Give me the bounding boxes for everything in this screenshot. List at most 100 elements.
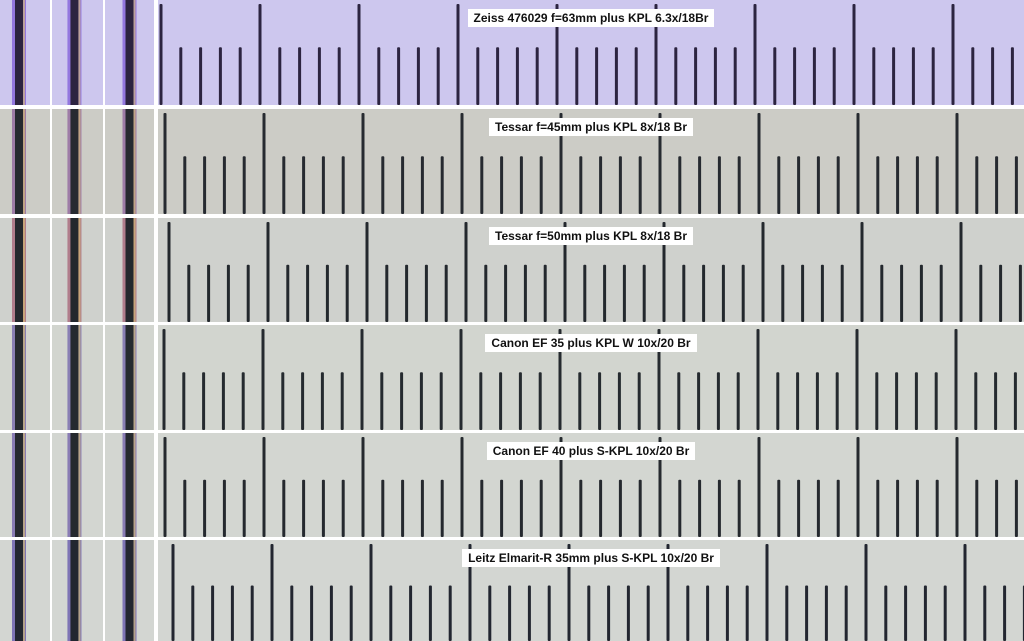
minor-tick: [836, 479, 840, 537]
minor-tick: [320, 372, 324, 430]
minor-tick: [527, 585, 531, 641]
minor-tick: [880, 264, 884, 322]
minor-tick: [646, 585, 650, 641]
major-tick: [361, 437, 365, 537]
edge-crop: [52, 325, 103, 430]
minor-tick: [221, 372, 225, 430]
minor-tick: [904, 585, 908, 641]
minor-tick: [638, 479, 642, 537]
minor-tick: [518, 372, 522, 430]
major-tick: [468, 544, 472, 641]
minor-tick: [702, 264, 706, 322]
minor-tick: [436, 47, 440, 105]
minor-tick: [595, 47, 599, 105]
major-tick: [460, 113, 464, 214]
minor-tick: [499, 372, 503, 430]
minor-tick: [500, 156, 504, 214]
minor-tick: [508, 585, 512, 641]
minor-tick: [713, 47, 717, 105]
minor-tick: [578, 372, 582, 430]
minor-tick: [401, 479, 405, 537]
minor-tick: [476, 47, 480, 105]
minor-tick: [716, 372, 720, 430]
comparison-strip: Tessar f=45mm plus KPL 8x/18 Br: [0, 109, 1024, 214]
minor-tick: [698, 156, 702, 214]
minor-tick: [409, 585, 413, 641]
minor-tick: [876, 156, 880, 214]
minor-tick: [777, 479, 781, 537]
minor-tick: [975, 479, 979, 537]
minor-tick: [480, 156, 484, 214]
minor-tick: [278, 47, 282, 105]
minor-tick: [892, 47, 896, 105]
minor-tick: [182, 372, 186, 430]
minor-tick: [325, 264, 329, 322]
minor-tick: [618, 156, 622, 214]
minor-tick: [575, 47, 579, 105]
major-tick: [951, 4, 955, 105]
minor-tick: [884, 585, 888, 641]
major-tick: [266, 222, 270, 322]
minor-tick: [226, 264, 230, 322]
minor-tick: [999, 264, 1003, 322]
minor-tick: [622, 264, 626, 322]
major-tick: [459, 329, 463, 430]
comparison-strip: Leitz Elmarit-R 35mm plus S-KPL 10x/20 B…: [0, 540, 1024, 641]
major-tick: [855, 329, 859, 430]
major-tick: [559, 113, 563, 214]
ruler-scale: [158, 218, 1024, 322]
minor-tick: [599, 479, 603, 537]
minor-tick: [796, 372, 800, 430]
major-tick: [159, 4, 163, 105]
ruler-scale: [158, 325, 1024, 430]
minor-tick: [203, 479, 207, 537]
minor-tick: [381, 479, 385, 537]
edge-crop: [52, 0, 103, 105]
minor-tick: [1013, 372, 1017, 430]
major-tick: [658, 113, 662, 214]
minor-tick: [773, 47, 777, 105]
minor-tick: [238, 47, 242, 105]
minor-tick: [994, 372, 998, 430]
minor-tick: [222, 156, 226, 214]
minor-tick: [686, 585, 690, 641]
minor-tick: [539, 156, 543, 214]
major-tick: [864, 544, 868, 641]
minor-tick: [995, 479, 999, 537]
major-tick: [270, 544, 274, 641]
minor-tick: [535, 47, 539, 105]
minor-tick: [995, 156, 999, 214]
edge-crop: [105, 218, 154, 322]
minor-tick: [919, 264, 923, 322]
minor-tick: [777, 156, 781, 214]
minor-tick: [242, 156, 246, 214]
minor-tick: [875, 372, 879, 430]
minor-tick: [583, 264, 587, 322]
minor-tick: [222, 479, 226, 537]
minor-tick: [706, 585, 710, 641]
minor-tick: [939, 264, 943, 322]
minor-tick: [539, 479, 543, 537]
minor-tick: [607, 585, 611, 641]
minor-tick: [776, 372, 780, 430]
major-tick: [563, 222, 567, 322]
minor-tick: [428, 585, 432, 641]
minor-tick: [637, 372, 641, 430]
edge-crop: [52, 433, 103, 537]
minor-tick: [736, 372, 740, 430]
minor-tick: [1018, 264, 1022, 322]
minor-tick: [682, 264, 686, 322]
minor-tick: [914, 372, 918, 430]
major-tick: [258, 4, 262, 105]
major-tick: [955, 113, 959, 214]
minor-tick: [895, 372, 899, 430]
minor-tick: [721, 264, 725, 322]
comparison-strip: Zeiss 476029 f=63mm plus KPL 6.3x/18Br: [0, 0, 1024, 105]
minor-tick: [191, 585, 195, 641]
minor-tick: [448, 585, 452, 641]
minor-tick: [626, 585, 630, 641]
minor-tick: [500, 479, 504, 537]
minor-tick: [872, 47, 876, 105]
minor-tick: [816, 156, 820, 214]
minor-tick: [345, 264, 349, 322]
